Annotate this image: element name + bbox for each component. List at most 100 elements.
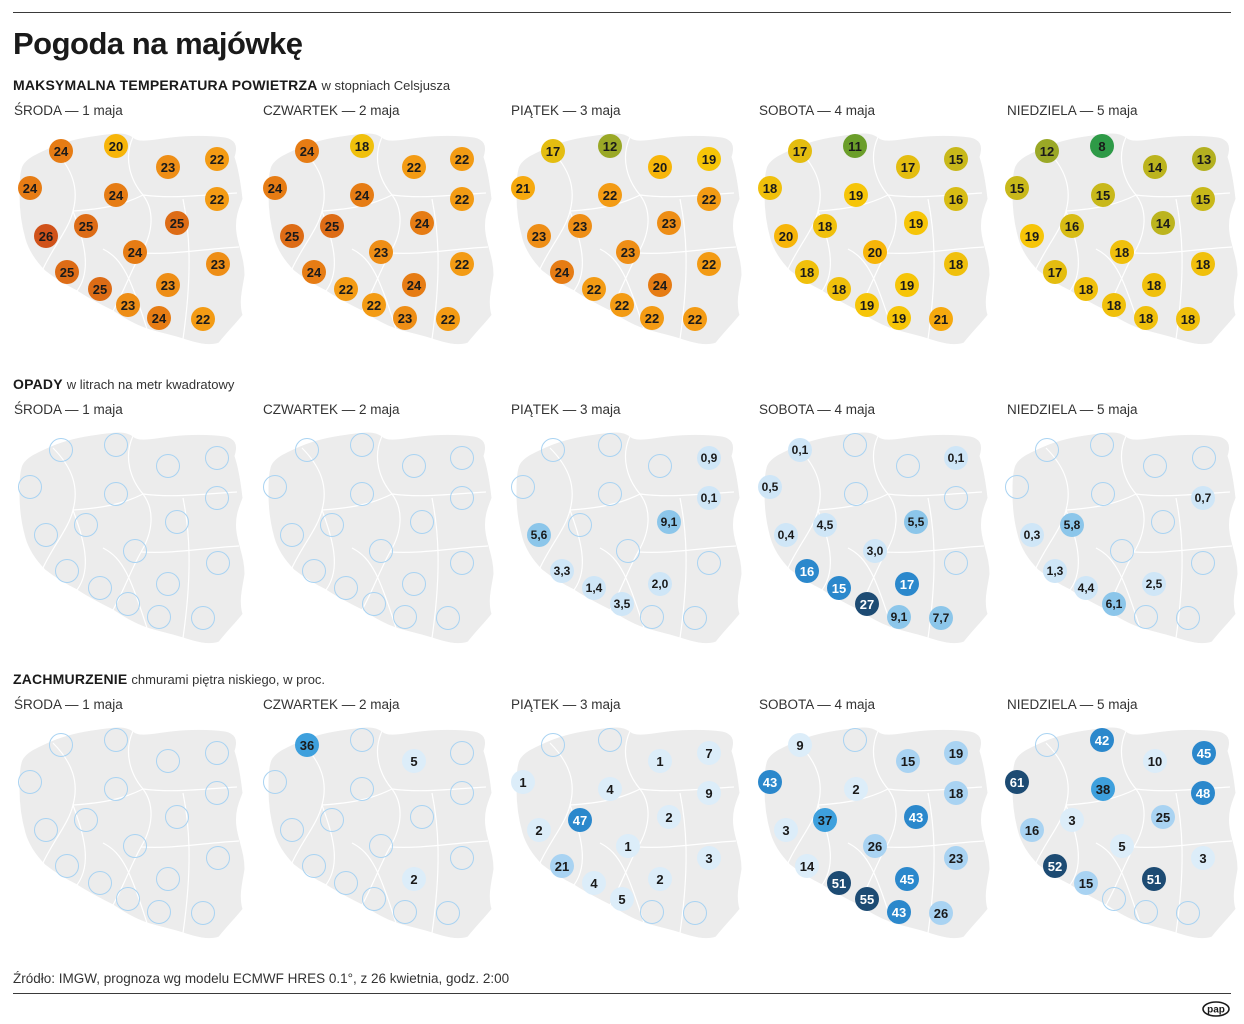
- cloud-station-marker: [334, 871, 358, 895]
- poland-outline: [267, 726, 495, 940]
- rain-station-marker: [436, 606, 460, 630]
- temp-station-marker: 23: [116, 293, 140, 317]
- cloud-station-marker: [450, 846, 474, 870]
- rain-station-marker: [350, 433, 374, 457]
- rain-station-marker: [1191, 551, 1215, 575]
- temp-station-marker: 18: [813, 214, 837, 238]
- rain-station-marker: [116, 592, 140, 616]
- cloud-station-marker: [156, 867, 180, 891]
- rain-station-marker: 16: [795, 559, 819, 583]
- section-title-sub: chmurami piętra niskiego, w proc.: [131, 672, 326, 687]
- rain-station-marker: 0,1: [788, 438, 812, 462]
- temp-station-marker: 19: [844, 183, 868, 207]
- rain-station-marker: [1110, 539, 1134, 563]
- temp-station-marker: 22: [683, 307, 707, 331]
- cloud-station-marker: [302, 854, 326, 878]
- source-note: Źródło: IMGW, prognoza wg modelu ECMWF H…: [13, 971, 510, 986]
- cloud-station-marker: 2: [527, 818, 551, 842]
- temp-station-marker: 25: [280, 224, 304, 248]
- rain-station-marker: [511, 475, 535, 499]
- temp-station-marker: 15: [1191, 187, 1215, 211]
- temp-station-marker: 23: [206, 252, 230, 276]
- rain-station-marker: 7,7: [929, 606, 953, 630]
- temp-station-marker: 20: [104, 134, 128, 158]
- page-title: Pogoda na majówkę: [13, 26, 303, 61]
- temp-station-marker: 24: [550, 260, 574, 284]
- cloud-station-marker: 21: [550, 854, 574, 878]
- rain-station-marker: 15: [827, 576, 851, 600]
- temp-station-marker: 25: [165, 211, 189, 235]
- rain-station-marker: [280, 523, 304, 547]
- day-label: PIĄTEK — 3 maja: [511, 697, 621, 712]
- temp-station-marker: 24: [402, 273, 426, 297]
- map-cloud-day-1: [13, 723, 248, 945]
- rain-station-marker: 17: [895, 572, 919, 596]
- section-title-cloud: ZACHMURZENIE chmurami piętra niskiego, w …: [13, 671, 325, 687]
- cloud-station-marker: 43: [904, 805, 928, 829]
- rain-station-marker: 6,1: [1102, 592, 1126, 616]
- cloud-station-marker: 9: [788, 733, 812, 757]
- cloud-station-marker: 4: [598, 777, 622, 801]
- cloud-station-marker: 2: [402, 867, 426, 891]
- rain-station-marker: 9,1: [657, 510, 681, 534]
- rain-station-marker: [369, 539, 393, 563]
- temp-station-marker: 22: [697, 252, 721, 276]
- temp-station-marker: 26: [34, 224, 58, 248]
- cloud-station-marker: 45: [1192, 741, 1216, 765]
- temp-station-marker: 18: [350, 134, 374, 158]
- rain-station-marker: 5,5: [904, 510, 928, 534]
- day-label: ŚRODA — 1 maja: [14, 402, 123, 417]
- rain-station-marker: 0,1: [697, 486, 721, 510]
- cloud-station-marker: [369, 834, 393, 858]
- cloud-station-marker: 5: [1110, 834, 1134, 858]
- cloud-station-marker: 26: [863, 834, 887, 858]
- temp-station-marker: 18: [1102, 293, 1126, 317]
- temp-station-marker: 18: [1176, 307, 1200, 331]
- temp-station-marker: 24: [104, 183, 128, 207]
- temp-station-marker: 22: [450, 147, 474, 171]
- temp-station-marker: 24: [49, 139, 73, 163]
- rain-station-marker: [156, 572, 180, 596]
- temp-station-marker: 23: [568, 214, 592, 238]
- temp-station-marker: 23: [156, 155, 180, 179]
- cloud-station-marker: 3: [697, 846, 721, 870]
- cloud-station-marker: 15: [1074, 871, 1098, 895]
- rain-station-marker: [1035, 438, 1059, 462]
- rain-station-marker: 9,1: [887, 605, 911, 629]
- map-rain-day-2: [262, 428, 497, 650]
- rain-station-marker: [302, 559, 326, 583]
- cloud-station-marker: [320, 808, 344, 832]
- cloud-station-marker: [436, 901, 460, 925]
- cloud-station-marker: [843, 728, 867, 752]
- day-label: PIĄTEK — 3 maja: [511, 103, 621, 118]
- temp-station-marker: 25: [320, 214, 344, 238]
- cloud-station-marker: 5: [402, 749, 426, 773]
- day-label: ŚRODA — 1 maja: [14, 697, 123, 712]
- temp-station-marker: 19: [697, 147, 721, 171]
- cloud-station-marker: 10: [1143, 749, 1167, 773]
- cloud-station-marker: [206, 846, 230, 870]
- cloud-station-marker: 2: [657, 805, 681, 829]
- cloud-station-marker: 47: [568, 808, 592, 832]
- rain-station-marker: 1,4: [582, 576, 606, 600]
- temp-station-marker: 21: [929, 307, 953, 331]
- cloud-station-marker: [393, 900, 417, 924]
- rain-station-marker: [104, 482, 128, 506]
- rain-station-marker: [944, 551, 968, 575]
- temp-station-marker: 16: [1060, 214, 1084, 238]
- cloud-station-marker: [1176, 901, 1200, 925]
- cloud-station-marker: [123, 834, 147, 858]
- cloud-station-marker: [191, 901, 215, 925]
- rain-station-marker: [74, 513, 98, 537]
- rain-station-marker: 27: [855, 592, 879, 616]
- rain-station-marker: [1091, 482, 1115, 506]
- rain-station-marker: 0,5: [758, 475, 782, 499]
- cloud-station-marker: 55: [855, 887, 879, 911]
- top-rule: [13, 12, 1231, 13]
- rain-station-marker: [598, 482, 622, 506]
- cloud-station-marker: 15: [896, 749, 920, 773]
- temp-station-marker: 19: [855, 293, 879, 317]
- cloud-station-marker: [350, 777, 374, 801]
- section-title-bold: MAKSYMALNA TEMPERATURA POWIETRZA: [13, 77, 318, 93]
- temp-station-marker: 18: [758, 176, 782, 200]
